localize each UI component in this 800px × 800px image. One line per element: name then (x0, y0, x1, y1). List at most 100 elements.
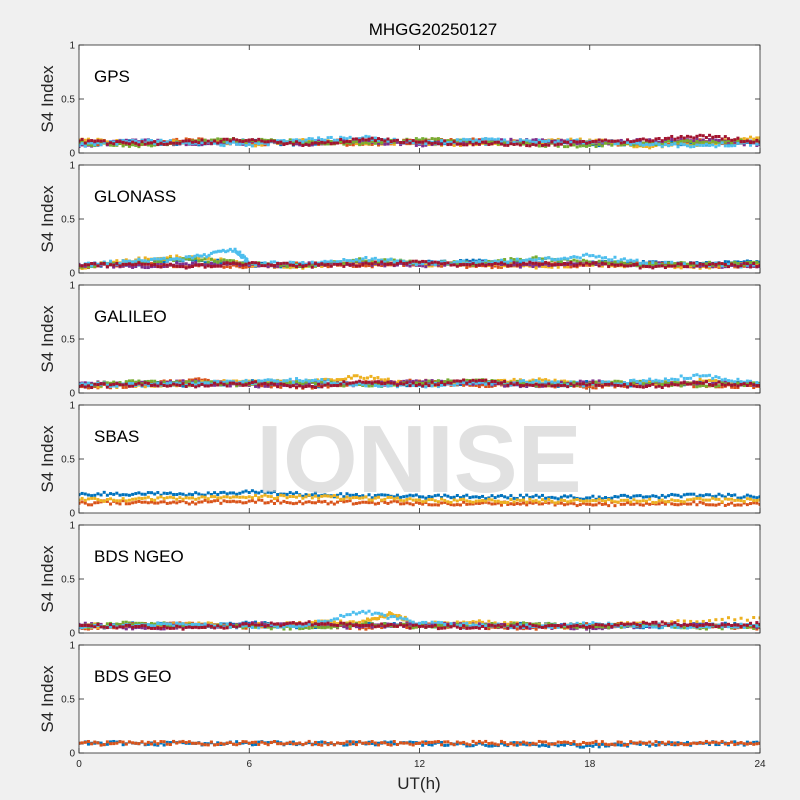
scatter-marker (455, 142, 459, 146)
scatter-marker (282, 143, 286, 147)
scatter-marker (209, 141, 213, 145)
scatter-marker (651, 382, 655, 386)
scatter-marker (172, 500, 176, 504)
scatter-marker (685, 492, 689, 496)
scatter-marker (342, 140, 346, 144)
scatter-marker (137, 381, 141, 385)
scatter-marker (124, 262, 128, 266)
scatter-marker (518, 382, 522, 386)
scatter-marker (692, 141, 696, 145)
scatter-marker (663, 136, 667, 140)
scatter-marker (708, 383, 712, 387)
scatter-marker (559, 380, 563, 384)
scatter-marker (165, 382, 169, 386)
scatter-marker (131, 265, 135, 269)
data-point (645, 382, 648, 386)
scatter-marker (279, 385, 283, 389)
scatter-marker (124, 493, 128, 497)
data-point (758, 495, 760, 499)
scatter-marker (140, 259, 144, 263)
scatter-marker (332, 379, 336, 383)
data-point (79, 493, 81, 497)
scatter-marker (370, 142, 374, 146)
scatter-marker (341, 378, 345, 382)
scatter-marker (194, 385, 198, 389)
scatter-marker (540, 264, 544, 268)
data-point (645, 379, 648, 383)
scatter-marker (638, 379, 642, 383)
scatter-marker (291, 502, 295, 506)
scatter-marker (288, 260, 292, 264)
scatter-marker (443, 260, 447, 264)
scatter-marker (692, 261, 696, 265)
scatter-marker (301, 385, 305, 389)
scatter-marker (241, 261, 245, 265)
scatter-marker (244, 265, 248, 269)
scatter-marker (698, 377, 702, 381)
scatter-marker (146, 141, 150, 145)
scatter-marker (282, 379, 286, 383)
scatter-marker (140, 142, 144, 146)
scatter-marker (112, 143, 116, 147)
scatter-marker (484, 141, 488, 145)
scatter-marker (402, 495, 406, 499)
scatter-marker (711, 495, 715, 499)
scatter-marker (386, 262, 390, 266)
scatter-marker (90, 141, 94, 145)
scatter-marker (544, 260, 548, 264)
scatter-marker (118, 383, 122, 387)
scatter-marker (556, 144, 560, 148)
scatter-marker (411, 139, 415, 143)
scatter-marker (269, 263, 273, 267)
data-point (645, 261, 648, 265)
scatter-marker (572, 139, 576, 143)
scatter-marker (291, 138, 295, 142)
scatter-marker (503, 384, 507, 388)
scatter-marker (695, 262, 699, 266)
scatter-marker (317, 494, 321, 498)
scatter-marker (556, 142, 560, 146)
scatter-marker (720, 141, 724, 145)
scatter-marker (622, 381, 626, 385)
scatter-marker (689, 142, 693, 146)
scatter-marker (619, 384, 623, 388)
scatter-marker (736, 384, 740, 388)
scatter-marker (150, 379, 154, 383)
scatter-marker (641, 141, 645, 145)
scatter-marker (714, 262, 718, 266)
scatter-marker (566, 495, 570, 499)
scatter-marker (197, 384, 201, 388)
scatter-marker (730, 144, 734, 148)
scatter-marker (660, 142, 664, 146)
scatter-marker (246, 260, 250, 264)
scatter-marker (335, 378, 339, 382)
scatter-marker (395, 383, 399, 387)
scatter-marker (711, 143, 715, 147)
scatter-marker (150, 257, 154, 261)
scatter-marker (556, 265, 560, 269)
scatter-marker (670, 492, 674, 496)
scatter-marker (307, 264, 311, 268)
data-point (701, 501, 705, 505)
scatter-marker (506, 141, 510, 145)
scatter-marker (499, 263, 503, 267)
scatter-marker (723, 377, 727, 381)
scatter-marker (354, 142, 358, 146)
scatter-marker (244, 142, 248, 146)
scatter-marker (383, 262, 387, 266)
scatter-marker (383, 260, 387, 264)
scatter-marker (742, 495, 746, 499)
scatter-marker (90, 143, 94, 147)
scatter-marker (714, 140, 718, 144)
scatter-marker (121, 493, 125, 497)
scatter-marker (203, 381, 207, 385)
scatter-marker (351, 264, 355, 268)
scatter-marker (243, 255, 247, 259)
data-point (645, 138, 648, 142)
scatter-marker (310, 141, 314, 145)
scatter-marker (354, 140, 358, 144)
scatter-marker (276, 379, 280, 383)
scatter-marker (682, 381, 686, 385)
scatter-marker (156, 141, 160, 145)
scatter-marker (336, 139, 340, 143)
